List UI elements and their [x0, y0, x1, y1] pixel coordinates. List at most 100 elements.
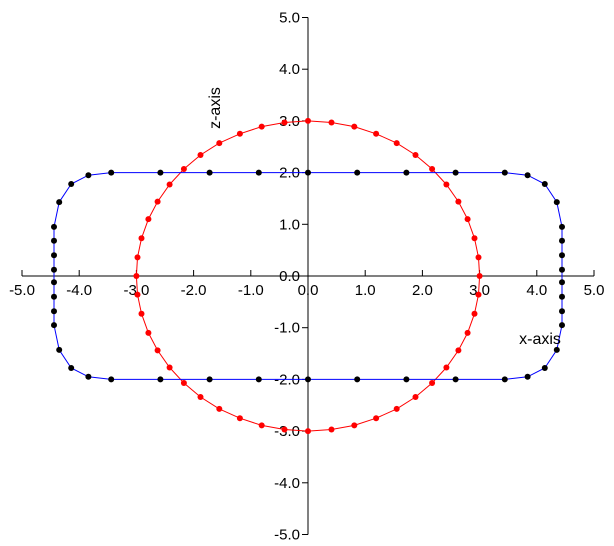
- data-point: [145, 329, 152, 336]
- data-point: [85, 373, 92, 380]
- data-point: [476, 273, 483, 279]
- series-layer: [51, 117, 565, 435]
- data-point: [157, 376, 164, 383]
- data-point: [305, 169, 311, 176]
- data-point: [403, 376, 410, 383]
- data-point: [429, 166, 436, 172]
- data-point: [393, 140, 400, 147]
- data-point: [154, 347, 161, 354]
- data-point: [51, 252, 57, 259]
- y-tick-label: 5.0: [279, 10, 300, 27]
- data-point: [464, 329, 471, 336]
- data-point: [305, 428, 311, 435]
- data-point: [443, 181, 450, 188]
- x-tick-label: 2.0: [412, 282, 433, 299]
- y-tick-label: -4.0: [274, 475, 300, 492]
- data-point: [281, 426, 288, 433]
- series-0: [133, 117, 483, 435]
- data-point: [51, 223, 57, 230]
- data-point: [471, 235, 478, 242]
- data-point: [501, 376, 508, 383]
- ticks: -5.0 -4.0 -3.0 -2.0 -1.0 0.0 1.0 2.0 3.0 4.0 5.0 -5…: [9, 10, 604, 544]
- data-point: [51, 308, 57, 315]
- x-axis-title: x-axis: [519, 331, 561, 348]
- data-point: [180, 380, 187, 386]
- data-point: [108, 169, 115, 176]
- data-point: [108, 376, 115, 383]
- data-point: [56, 346, 63, 353]
- x-tick-label: 3.0: [469, 282, 490, 299]
- data-point: [559, 237, 565, 244]
- data-point: [206, 376, 213, 383]
- data-point: [354, 169, 361, 176]
- data-point: [197, 152, 204, 158]
- data-point: [559, 223, 565, 230]
- data-point: [559, 293, 565, 300]
- y-tick-label: 0.0: [279, 268, 300, 285]
- data-point: [501, 169, 508, 176]
- data-point: [559, 322, 565, 329]
- x-tick-label: 5.0: [584, 282, 605, 299]
- data-point: [328, 426, 335, 433]
- data-point: [133, 273, 140, 279]
- data-point: [236, 130, 243, 137]
- data-point: [68, 181, 75, 187]
- data-point: [138, 235, 145, 242]
- data-point: [524, 373, 531, 380]
- data-point: [51, 266, 57, 273]
- data-point: [51, 279, 57, 286]
- x-tick-label: -2.0: [181, 282, 207, 299]
- data-point: [553, 199, 560, 206]
- data-point: [281, 119, 288, 126]
- data-point: [464, 216, 471, 223]
- data-point: [373, 415, 380, 422]
- data-point: [452, 169, 459, 176]
- data-point: [429, 380, 436, 386]
- data-point: [134, 291, 141, 298]
- data-point: [166, 364, 173, 371]
- data-point: [85, 172, 92, 179]
- data-point: [541, 181, 548, 187]
- series-1: [51, 169, 565, 383]
- x-tick-label: 4.0: [526, 282, 547, 299]
- data-point: [51, 237, 57, 244]
- data-point: [328, 119, 335, 126]
- data-point: [541, 365, 548, 371]
- data-point: [452, 376, 459, 383]
- data-point: [180, 166, 187, 172]
- x-tick-label: -3.0: [123, 282, 149, 299]
- data-point: [258, 123, 265, 130]
- data-point: [475, 254, 482, 261]
- data-point: [559, 266, 565, 273]
- data-point: [471, 310, 478, 317]
- data-point: [236, 415, 243, 422]
- data-point: [197, 394, 204, 400]
- data-point: [166, 181, 173, 188]
- data-point: [145, 216, 152, 223]
- data-point: [351, 422, 358, 429]
- data-point: [559, 252, 565, 259]
- data-point: [412, 394, 419, 400]
- data-point: [51, 322, 57, 329]
- data-point: [255, 169, 262, 176]
- data-point: [443, 364, 450, 371]
- y-tick-label: 4.0: [279, 61, 300, 78]
- data-point: [68, 365, 75, 371]
- data-point: [206, 169, 213, 176]
- data-point: [412, 152, 419, 158]
- data-point: [56, 199, 63, 206]
- data-point: [475, 291, 482, 298]
- data-point: [305, 376, 311, 383]
- data-point: [134, 254, 141, 261]
- data-point: [138, 310, 145, 317]
- y-tick-label: -3.0: [274, 423, 300, 440]
- y-tick-label: 3.0: [279, 113, 300, 130]
- y-tick-label: -5.0: [274, 527, 300, 544]
- data-point: [354, 376, 361, 383]
- data-point: [455, 347, 462, 354]
- x-tick-label: -1.0: [238, 282, 264, 299]
- data-point: [559, 308, 565, 315]
- data-point: [559, 279, 565, 286]
- data-point: [157, 169, 164, 176]
